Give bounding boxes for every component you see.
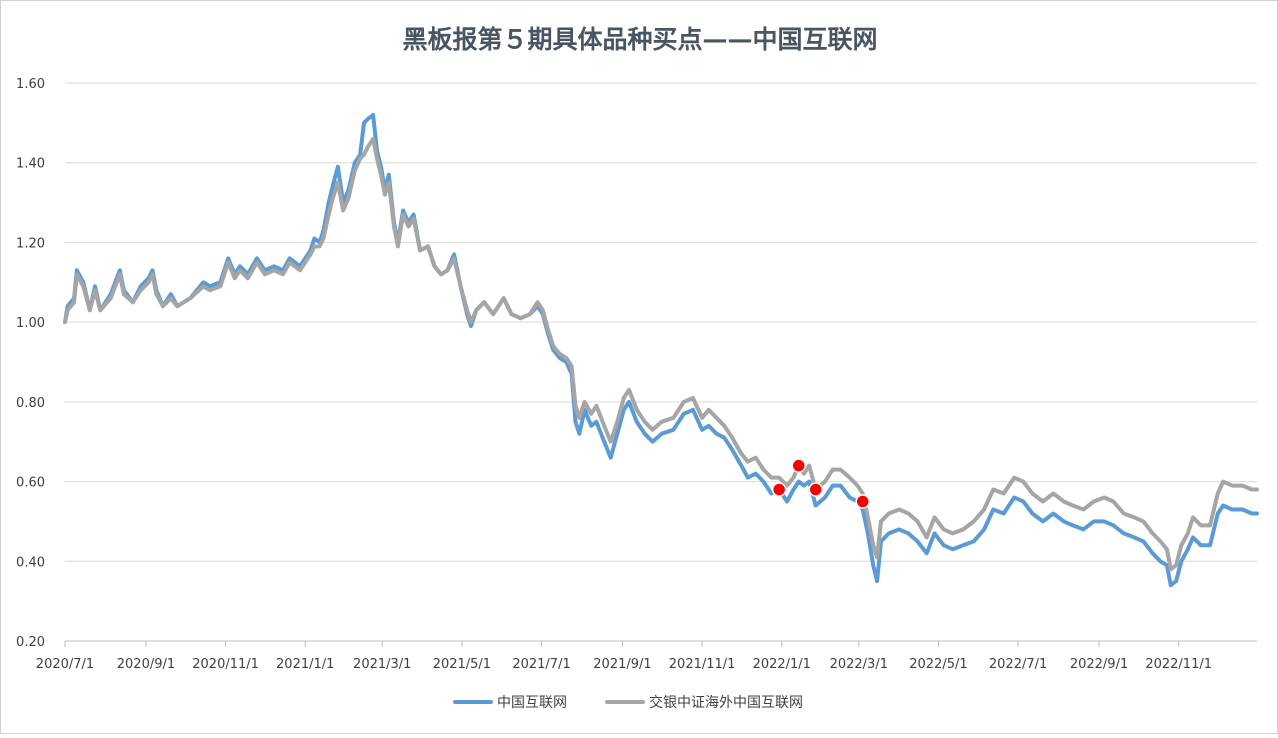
x-axis: 2020/7/1 2020/9/1 2020/11/1 2021/1/1 2021/3/… <box>36 641 1212 672</box>
y-tick-label: 0.40 <box>16 555 45 570</box>
x-tick-label: 2022/3/1 <box>830 657 888 672</box>
x-tick-label: 2022/7/1 <box>989 657 1047 672</box>
legend-label-2: 交银中证海外中国互联网 <box>649 694 803 711</box>
y-tick-label: 1.00 <box>16 316 45 331</box>
x-tick-label: 2021/7/1 <box>512 657 570 672</box>
buy-point-marker-3 <box>808 482 823 497</box>
x-tick-label: 2021/9/1 <box>593 657 651 672</box>
x-tick-label: 2021/3/1 <box>353 657 411 672</box>
x-tick-label: 2021/5/1 <box>433 657 491 672</box>
y-tick-label: 1.40 <box>16 157 45 172</box>
x-tick-label: 2021/1/1 <box>276 657 334 672</box>
series-line-2 <box>63 136 1259 572</box>
y-axis: 0.20 0.40 0.60 0.80 1.00 1.20 1.40 1.60 <box>16 77 45 650</box>
x-tick-label: 2020/11/1 <box>192 657 259 672</box>
series-lines <box>63 112 1259 588</box>
x-tick-label: 2020/9/1 <box>117 657 175 672</box>
x-tick-label: 2020/7/1 <box>36 657 94 672</box>
buy-point-markers <box>771 458 870 509</box>
x-tick-label: 2022/5/1 <box>909 657 967 672</box>
series-line-1 <box>63 112 1259 588</box>
x-tick-label: 2022/9/1 <box>1070 657 1128 672</box>
buy-point-marker-4 <box>855 494 870 509</box>
y-tick-label: 0.80 <box>16 396 45 411</box>
chart-title: 黑板报第５期具体品种买点——中国互联网 <box>402 25 877 54</box>
y-tick-label: 0.20 <box>16 635 45 650</box>
y-tick-label: 1.20 <box>16 236 45 251</box>
y-tick-label: 1.60 <box>16 77 45 92</box>
x-tick-label: 2021/11/1 <box>669 657 736 672</box>
buy-point-marker-1 <box>771 482 787 497</box>
buy-point-marker-2 <box>791 458 806 473</box>
x-tick-label: 2022/11/1 <box>1145 657 1212 672</box>
legend-label-1: 中国互联网 <box>497 695 567 711</box>
legend: 中国互联网 交银中证海外中国互联网 <box>453 694 803 711</box>
gridlines <box>65 82 1257 642</box>
y-tick-label: 0.60 <box>16 476 45 491</box>
x-tick-label: 2022/1/1 <box>753 657 811 672</box>
